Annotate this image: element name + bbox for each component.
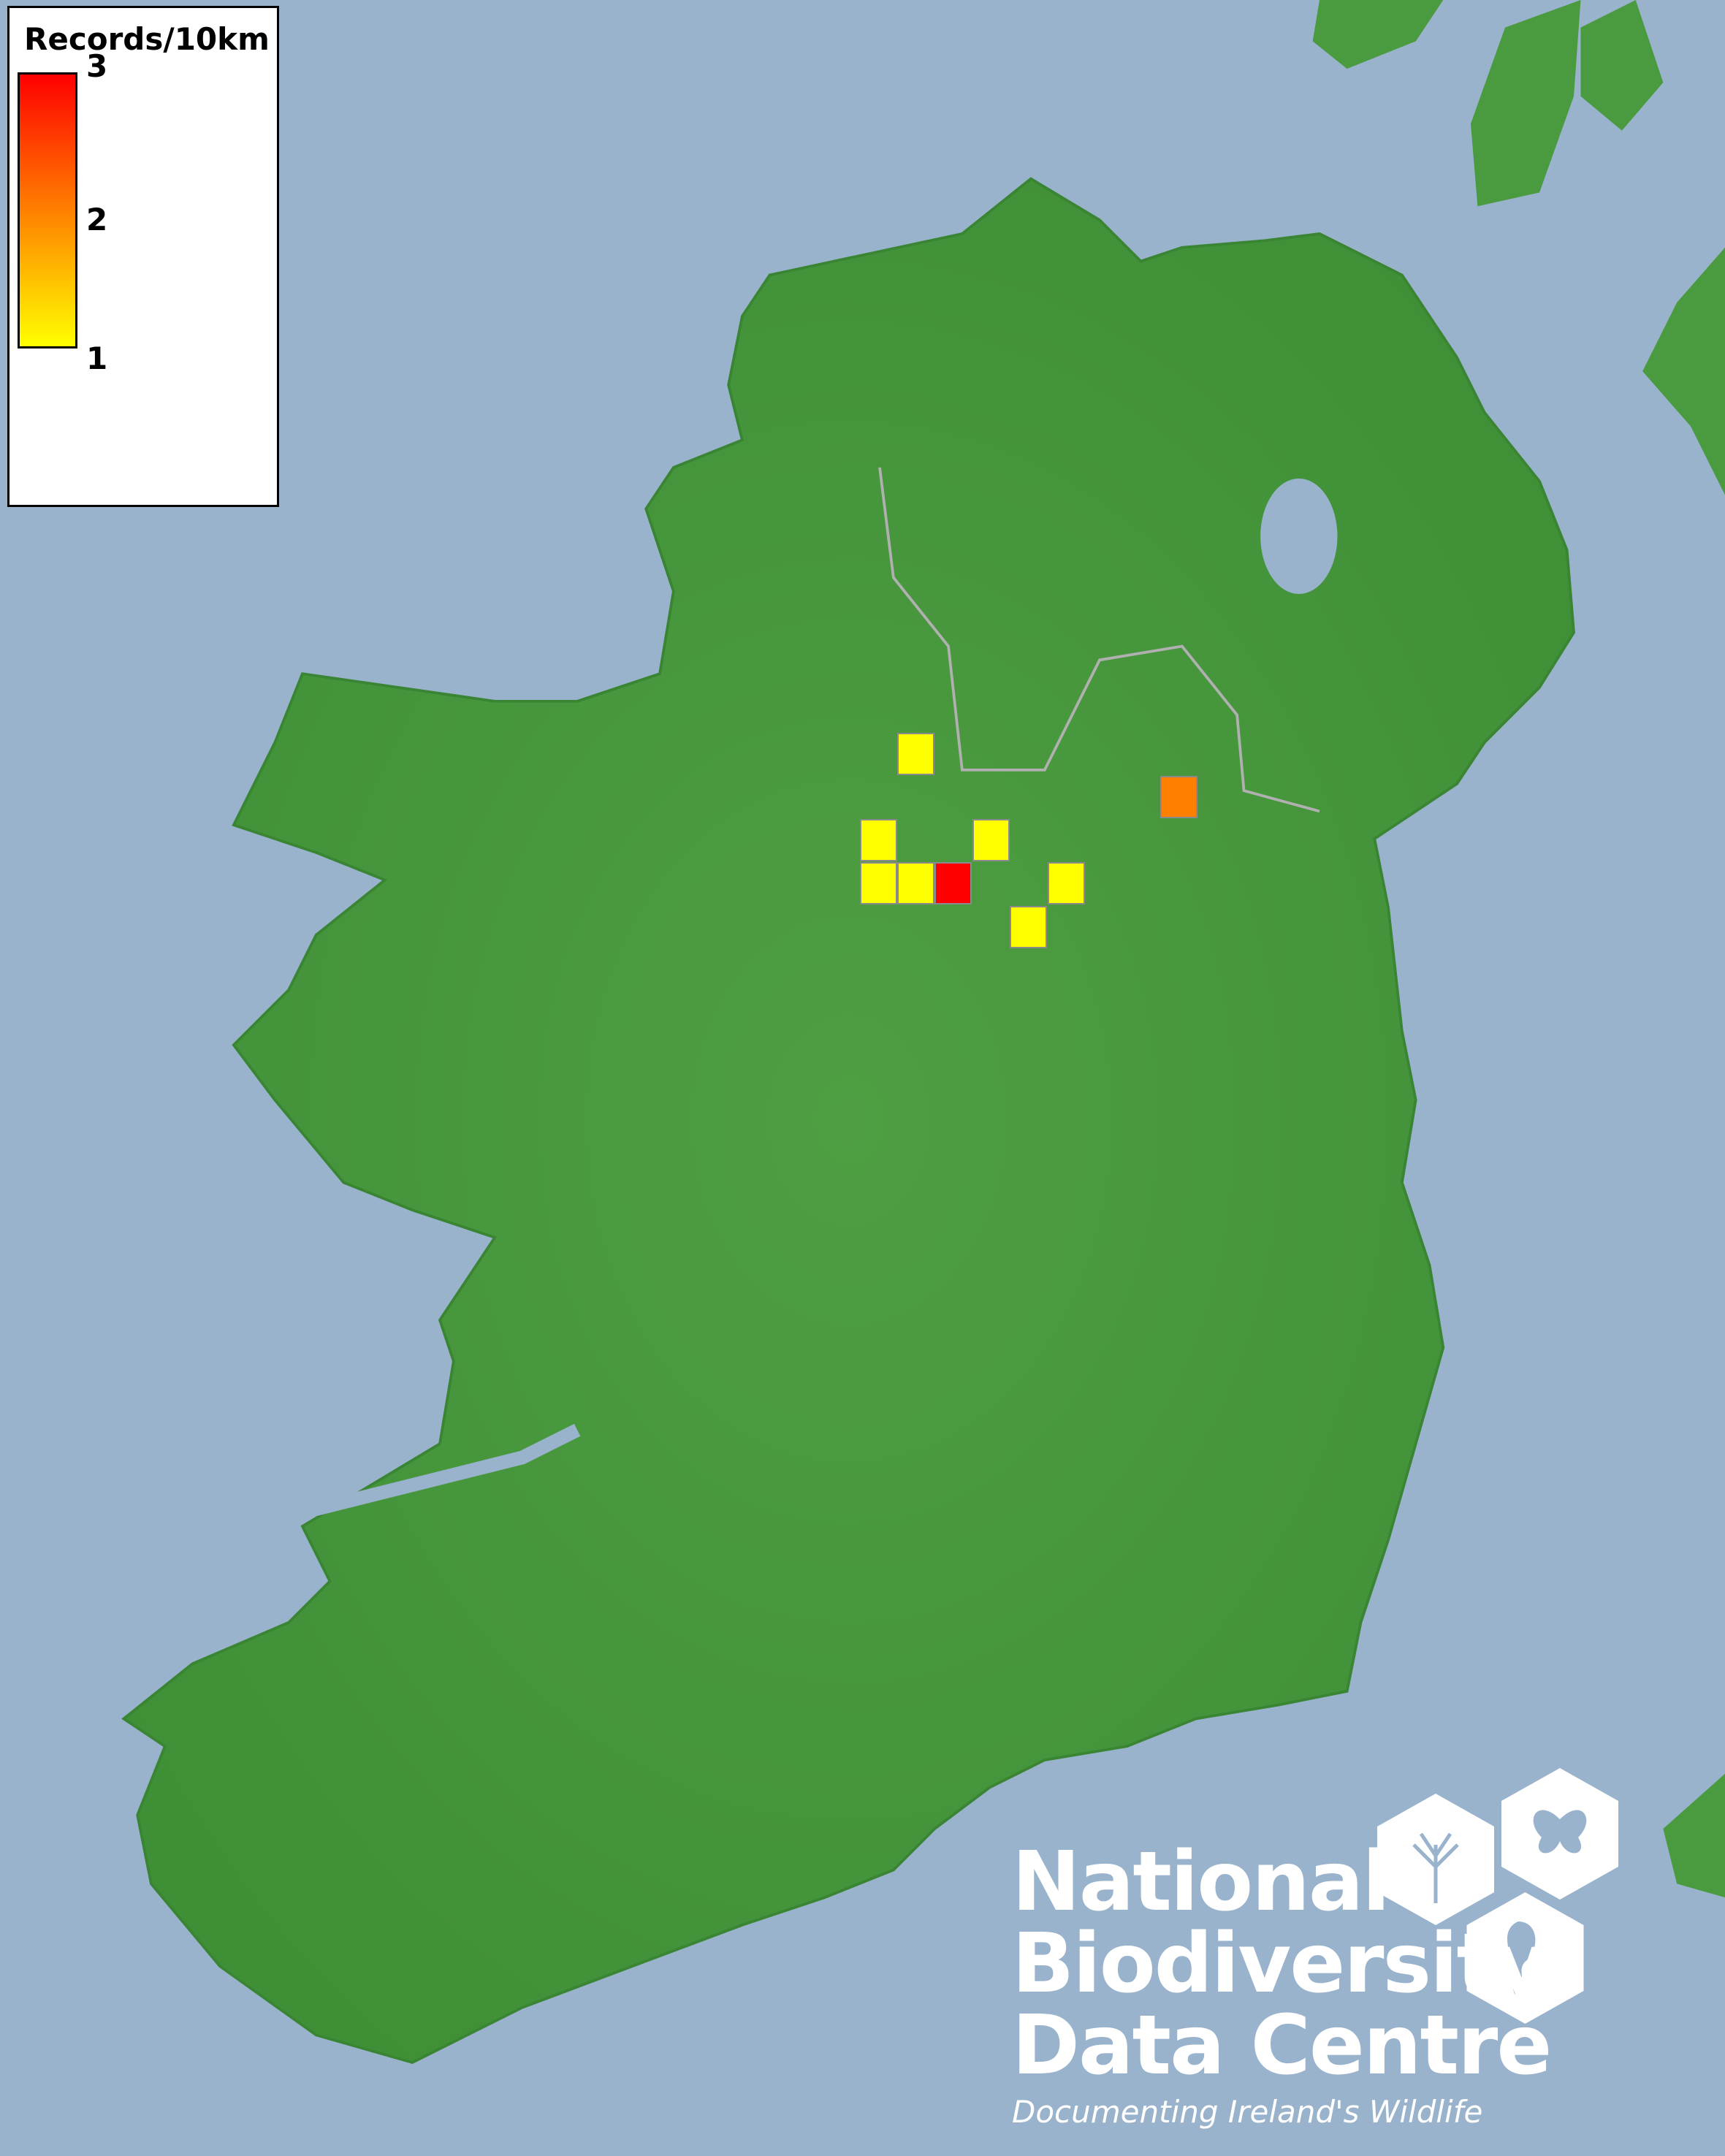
legend-tick-min: 1 xyxy=(86,340,108,376)
logo-tagline: Documenting Ireland's Wildlife xyxy=(1012,2094,1483,2130)
legend-title: Records/10km xyxy=(24,21,270,57)
record-cell-2 xyxy=(1160,776,1197,818)
scotland-mainland xyxy=(1642,247,1725,495)
logo-line-1: National xyxy=(1012,1835,1390,1930)
legend-tick-mid: 2 xyxy=(86,202,108,237)
record-cell-1 xyxy=(1010,906,1047,948)
record-cell-1 xyxy=(972,819,1010,861)
scotland-island-3 xyxy=(1580,0,1664,131)
record-cell-1 xyxy=(1048,862,1085,904)
logo-hexagon-seahorse xyxy=(1461,1892,1589,2027)
record-cell-1 xyxy=(860,819,897,861)
record-cell-1 xyxy=(897,862,934,904)
logo-hexagon-butterfly xyxy=(1494,1768,1626,1902)
border-line xyxy=(878,467,1320,813)
scotland-island-2 xyxy=(1470,0,1581,207)
legend-color-bar xyxy=(18,72,77,348)
isle-of-man-edge xyxy=(1663,1773,1725,1898)
nbdc-logo: National Biodiversity Data Centre Docume… xyxy=(1012,1835,1552,2130)
logo-line-3: Data Centre xyxy=(1012,1998,1552,2093)
logo-hexagon-tree xyxy=(1377,1794,1494,1928)
legend-tick-max: 3 xyxy=(86,48,108,84)
record-cell-3 xyxy=(934,862,972,904)
record-cell-1 xyxy=(860,862,897,904)
scotland-island-1 xyxy=(1312,0,1444,69)
legend: Records/10km 3 2 1 xyxy=(7,6,279,507)
record-cell-1 xyxy=(897,733,934,775)
shannon-estuary xyxy=(300,1423,581,1520)
logo-line-2: Biodiversity xyxy=(1012,1916,1547,2011)
lough-neagh xyxy=(1260,478,1338,595)
ireland-landmass xyxy=(121,177,1575,2065)
